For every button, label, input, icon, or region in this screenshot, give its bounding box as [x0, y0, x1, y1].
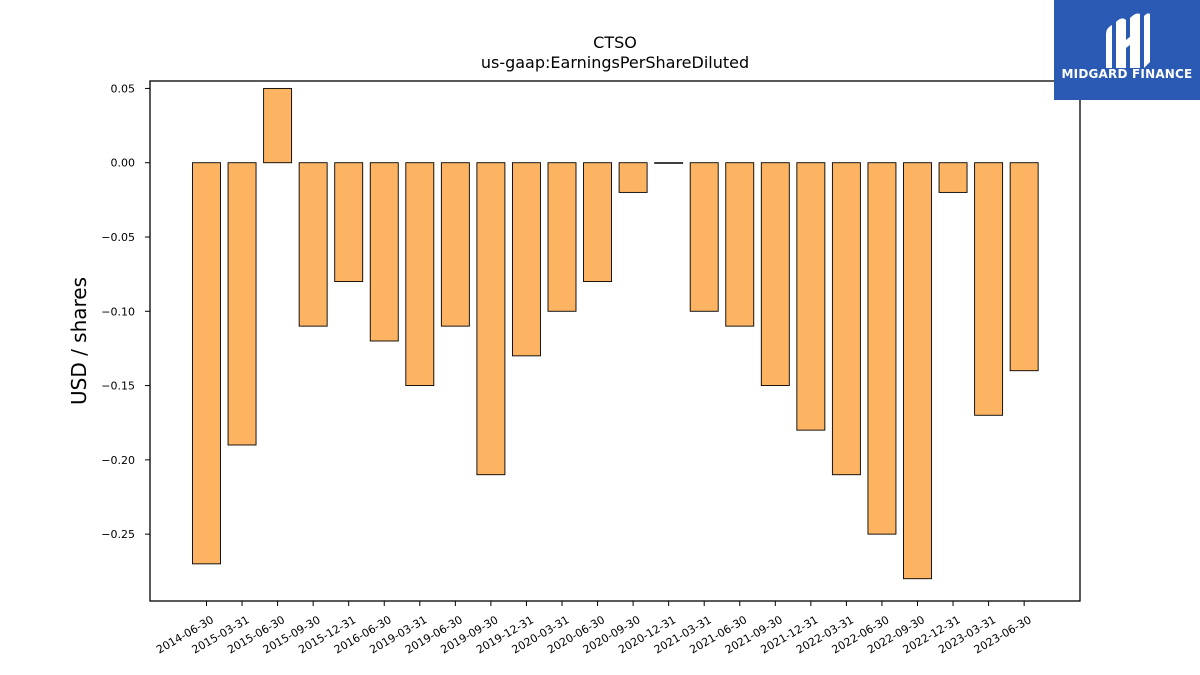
bar: [831, 162, 861, 476]
bar: [903, 162, 932, 580]
bar: [654, 162, 684, 164]
logo-text: MIDGARD FINANCE: [1061, 67, 1193, 81]
y-axis-label: USD / shares: [67, 277, 91, 405]
bar: [298, 162, 328, 327]
y-tick-label: 0.05: [111, 82, 136, 95]
bar: [369, 162, 399, 342]
y-ticks-group: 0.05 0.00 −0.05 −0.10 −0.15 −0.20 −0.25: [101, 82, 150, 541]
bar: [583, 162, 612, 283]
x-ticks-group: 2014-06-302015-03-312015-06-302015-09-30…: [154, 601, 1034, 656]
bar: [192, 162, 221, 565]
midgard-finance-logo: MIDGARD FINANCE: [1054, 0, 1200, 100]
y-tick-label: −0.20: [101, 454, 135, 467]
bar: [512, 162, 541, 357]
bar: [725, 162, 755, 327]
bar: [938, 162, 968, 193]
plot-frame: [149, 80, 1081, 602]
y-tick-label: 0.00: [111, 157, 136, 170]
chart-title: CTSO: [593, 33, 637, 52]
midgard-logo-mark-icon: [1106, 13, 1150, 69]
bars-group: [192, 87, 1039, 580]
chart-subtitle: us-gaap:EarningsPerShareDiluted: [481, 53, 749, 72]
y-tick-label: −0.10: [101, 305, 135, 318]
bar: [618, 162, 648, 193]
bar: [405, 162, 435, 387]
bar: [227, 162, 257, 446]
bar: [476, 162, 506, 476]
bar: [440, 162, 470, 327]
bar: [689, 162, 719, 312]
bar: [263, 87, 293, 164]
bar: [1009, 162, 1039, 372]
y-tick-label: −0.25: [101, 528, 135, 541]
y-tick-label: −0.15: [101, 380, 135, 393]
bar: [796, 162, 826, 431]
bar: [547, 162, 577, 312]
bar: [974, 162, 1004, 416]
bar: [760, 162, 790, 387]
bar: [334, 162, 364, 283]
bar: [867, 162, 897, 535]
y-tick-label: −0.05: [101, 231, 135, 244]
